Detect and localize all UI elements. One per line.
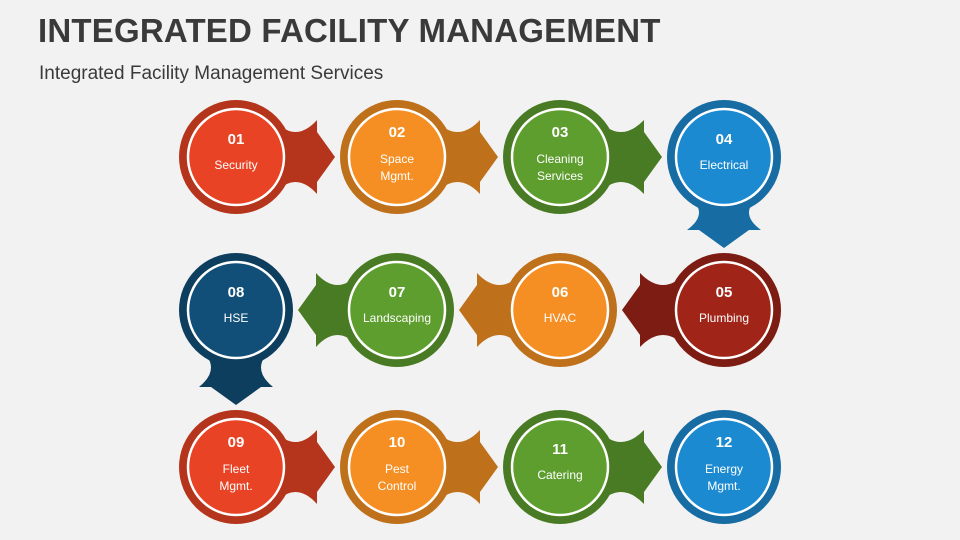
step-label: Space: [380, 152, 414, 166]
step-circle: [186, 107, 286, 207]
step-node-09: 09 Fleet Mgmt.: [179, 410, 293, 524]
step-label: Plumbing: [699, 311, 749, 325]
step-circle: [674, 260, 774, 360]
step-node-02: 02 Space Mgmt.: [340, 100, 454, 214]
step-circle: [186, 260, 286, 360]
step-number: 03: [552, 124, 569, 141]
page-subtitle: Integrated Facility Management Services: [39, 63, 384, 84]
step-number: 09: [228, 434, 245, 451]
step-circle: [347, 107, 447, 207]
step-number: 04: [716, 131, 733, 148]
connector-03-04: [598, 120, 662, 194]
step-label: Security: [214, 158, 257, 172]
step-number: 02: [389, 124, 406, 141]
step-circle: [510, 107, 610, 207]
step-label: Energy: [705, 462, 743, 476]
step-label: Mgmt.: [219, 479, 252, 493]
step-node-04: 04 Electrical: [667, 100, 781, 214]
step-circle: [674, 107, 774, 207]
step-label: HVAC: [544, 311, 577, 325]
step-number: 07: [389, 284, 406, 301]
step-circle: [510, 417, 610, 517]
step-label: Services: [537, 169, 583, 183]
step-number: 11: [552, 441, 568, 458]
step-node-12: 12 Energy Mgmt.: [667, 410, 781, 524]
step-number: 06: [552, 284, 569, 301]
step-number: 08: [228, 284, 245, 301]
step-number: 05: [716, 284, 733, 301]
step-circle: [674, 417, 774, 517]
step-label: Control: [378, 479, 417, 493]
step-number: 01: [228, 131, 245, 148]
step-node-08: 08 HSE: [179, 253, 293, 367]
step-label: Pest: [385, 462, 410, 476]
page-title: INTEGRATED FACILITY MANAGEMENT: [38, 12, 661, 49]
step-label: HSE: [224, 311, 249, 325]
step-node-10: 10 Pest Control: [340, 410, 454, 524]
step-circle: [347, 417, 447, 517]
step-node-06: 06 HVAC: [503, 253, 617, 367]
step-label: Electrical: [700, 158, 749, 172]
step-circle: [347, 260, 447, 360]
step-number: 12: [716, 434, 733, 451]
step-circle: [510, 260, 610, 360]
step-circle: [186, 417, 286, 517]
step-node-11: 11 Catering: [503, 410, 617, 524]
step-label: Mgmt.: [380, 169, 413, 183]
step-node-05: 05 Plumbing: [667, 253, 781, 367]
nodes: 01 Security 02 Space Mgmt. 03 Cleaning Services…: [179, 100, 781, 524]
step-label: Mgmt.: [707, 479, 740, 493]
step-node-07: 07 Landscaping: [340, 253, 454, 367]
step-node-01: 01 Security: [179, 100, 293, 214]
step-label: Cleaning: [536, 152, 583, 166]
step-label: Fleet: [223, 462, 250, 476]
step-label: Catering: [537, 468, 582, 482]
step-label: Landscaping: [363, 311, 431, 325]
connector-05-06: [622, 273, 686, 347]
step-number: 10: [389, 434, 406, 451]
step-node-03: 03 Cleaning Services: [503, 100, 617, 214]
connector-11-12: [598, 430, 662, 504]
